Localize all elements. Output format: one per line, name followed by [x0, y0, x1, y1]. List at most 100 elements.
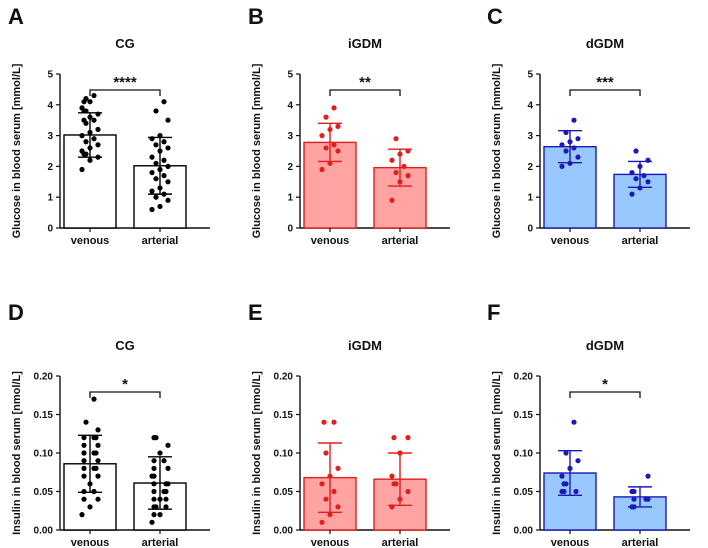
y-tick-label: 0.15 — [514, 410, 534, 421]
y-tick-label: 0.15 — [34, 410, 54, 421]
y-tick-label: 0 — [47, 224, 53, 235]
data-point — [95, 142, 101, 148]
data-point — [161, 173, 167, 179]
data-point — [87, 99, 93, 105]
data-point — [95, 496, 101, 502]
data-point — [161, 458, 167, 464]
data-point — [563, 148, 569, 154]
data-point — [389, 197, 395, 203]
data-point — [153, 142, 159, 148]
data-point — [331, 488, 337, 495]
data-point — [631, 488, 637, 495]
x-tick-label: arterial — [622, 235, 659, 247]
data-point — [95, 427, 101, 433]
y-axis-label: Glucose in blood serum [mmol/L] — [11, 63, 23, 238]
data-point — [331, 419, 337, 425]
data-point — [165, 163, 171, 169]
data-point — [405, 173, 411, 179]
y-tick-label: 0.10 — [34, 449, 54, 460]
data-point — [81, 465, 87, 471]
y-axis-label: Insulin in blood serum [nmol/L] — [11, 371, 23, 535]
data-point — [161, 139, 167, 145]
data-point — [573, 488, 579, 495]
data-point — [319, 133, 325, 139]
data-point — [91, 117, 97, 123]
data-point — [157, 203, 163, 210]
data-point — [165, 197, 171, 203]
data-point — [149, 169, 155, 176]
data-point — [165, 145, 171, 151]
data-point — [331, 105, 337, 111]
panel-letter: D — [8, 300, 24, 325]
data-point — [641, 173, 647, 179]
data-point — [319, 481, 325, 487]
data-point — [575, 458, 581, 464]
data-point — [335, 504, 341, 510]
data-point — [93, 435, 99, 441]
y-tick-label: 0.05 — [274, 487, 294, 498]
data-point — [319, 166, 325, 173]
data-point — [153, 176, 159, 182]
significance-bracket — [569, 89, 641, 96]
y-axis-label: Insulin in blood serum [nmol/L] — [491, 371, 503, 535]
data-point — [93, 465, 99, 471]
data-point — [575, 154, 581, 160]
y-tick-label: 0.05 — [34, 487, 54, 498]
data-point — [81, 496, 87, 502]
data-point — [81, 442, 87, 448]
data-point — [91, 92, 97, 99]
data-point — [149, 206, 155, 213]
data-point — [405, 488, 411, 495]
significance-label: * — [602, 376, 608, 393]
x-tick-label: venous — [311, 537, 350, 548]
data-point — [95, 473, 101, 479]
data-point — [151, 511, 157, 518]
significance-bracket — [89, 89, 161, 96]
y-tick-label: 3 — [47, 131, 53, 142]
data-point — [91, 488, 97, 495]
x-tick-label: arterial — [382, 235, 419, 247]
panel-title: CG — [115, 338, 135, 353]
data-point — [149, 188, 155, 194]
data-point — [93, 450, 99, 456]
y-tick-label: 2 — [287, 162, 293, 173]
data-point — [165, 179, 171, 185]
data-point — [165, 442, 171, 448]
y-tick-label: 5 — [47, 70, 53, 81]
data-point — [331, 142, 337, 148]
y-tick-label: 2 — [47, 162, 53, 173]
data-point — [389, 473, 395, 479]
data-point — [79, 511, 85, 518]
y-tick-label: 0.15 — [274, 410, 294, 421]
y-tick-label: 4 — [287, 100, 293, 111]
data-point — [561, 481, 567, 487]
data-point — [149, 154, 155, 160]
data-point — [323, 450, 329, 456]
y-axis-label: Glucose in blood serum [mmol/L] — [251, 63, 263, 238]
x-tick-label: venous — [71, 235, 110, 247]
y-tick-label: 0 — [527, 224, 533, 235]
data-point — [327, 511, 333, 518]
panel-title: dGDM — [586, 338, 624, 353]
x-tick-label: venous — [551, 235, 590, 247]
y-tick-label: 3 — [527, 131, 533, 142]
y-tick-label: 4 — [527, 100, 533, 111]
data-point — [633, 148, 639, 154]
y-tick-label: 1 — [47, 193, 53, 204]
panel-letter: E — [248, 300, 263, 325]
data-point — [633, 176, 639, 182]
data-point — [91, 396, 97, 402]
data-point — [81, 450, 87, 456]
data-point — [81, 458, 87, 464]
data-point — [571, 419, 577, 425]
x-tick-label: arterial — [142, 537, 179, 548]
data-point — [335, 148, 341, 154]
y-tick-label: 0.20 — [514, 372, 534, 383]
x-tick-label: arterial — [382, 537, 419, 548]
data-point — [571, 117, 577, 123]
data-point — [153, 108, 159, 114]
data-point — [645, 473, 651, 479]
